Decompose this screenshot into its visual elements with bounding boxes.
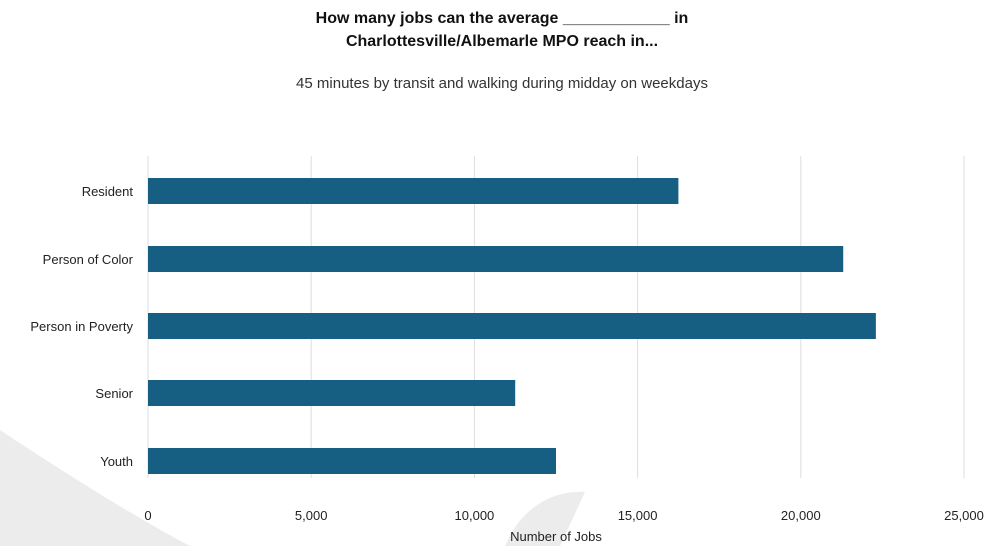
x-tick-label-0: 0 bbox=[144, 508, 151, 523]
chart-title-line-1: How many jobs can the average __________… bbox=[315, 10, 689, 27]
category-label-youth: Youth bbox=[100, 454, 133, 469]
x-tick-label-4: 20,000 bbox=[781, 508, 821, 523]
x-tick-label-5: 25,000 bbox=[944, 508, 984, 523]
bar-person-of-color bbox=[148, 246, 844, 272]
chart-title-line-2: Charlottesville/Albemarle MPO reach in..… bbox=[345, 33, 659, 50]
category-labels: Resident Person of Color Person in Poverty… bbox=[30, 184, 133, 469]
category-label-person-in-poverty: Person in Poverty bbox=[30, 319, 133, 334]
category-label-senior: Senior bbox=[95, 386, 133, 401]
x-tick-labels: 0 5,000 10,000 15,000 20,000 25,000 bbox=[144, 508, 984, 523]
chart-subtitle: 45 minutes by transit and walking during… bbox=[296, 75, 708, 92]
x-tick-label-3: 15,000 bbox=[618, 508, 658, 523]
bars bbox=[148, 178, 876, 474]
bar-person-in-poverty bbox=[148, 313, 876, 339]
category-label-resident: Resident bbox=[82, 184, 134, 199]
x-tick-label-1: 5,000 bbox=[295, 508, 328, 523]
bar-senior bbox=[148, 380, 516, 406]
x-axis-label: Number of Jobs bbox=[510, 529, 602, 544]
bar-youth bbox=[148, 448, 556, 474]
bar-resident bbox=[148, 178, 679, 204]
x-tick-label-2: 10,000 bbox=[455, 508, 495, 523]
category-label-person-of-color: Person of Color bbox=[43, 252, 134, 267]
